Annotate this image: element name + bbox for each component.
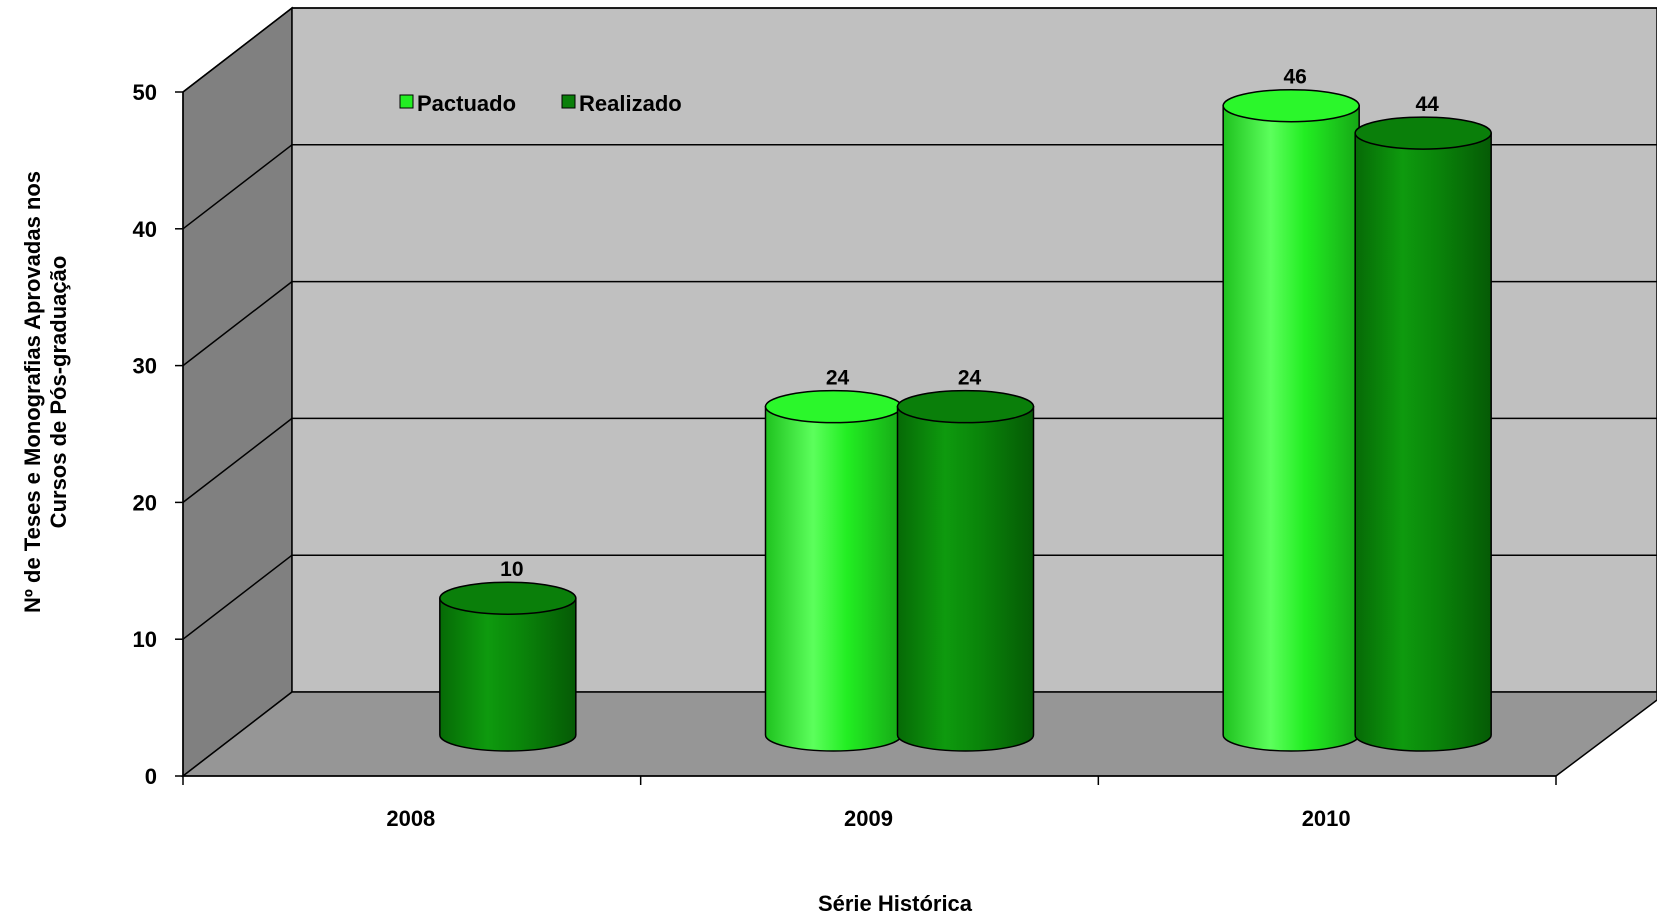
bars [439,88,1492,752]
bar-top-pactuado [764,389,903,424]
data-label-realizado: 10 [500,558,523,581]
y-tick-label: 40 [133,217,157,242]
data-label-realizado: 44 [1415,93,1439,116]
bar-realizado [439,597,577,752]
bar-top-pactuado [1222,88,1360,123]
data-label-pactuado: 24 [826,367,850,390]
legend: Pactuado Realizado [399,91,682,116]
legend-label-realizado: Realizado [579,91,682,116]
gridline-side [182,281,293,367]
bar-top-realizado [439,581,577,615]
gridline-side [182,554,293,640]
legend-swatch-pactuado [399,94,414,109]
bar-pactuado [1222,104,1360,752]
bar-realizado [896,405,1035,752]
gridline-side [182,144,293,230]
side-wall [182,6,293,778]
x-axis-title: Série Histórica [818,891,973,916]
bar-top-realizado [1354,116,1492,150]
data-label-realizado: 24 [958,367,982,390]
y-axis-title-line2: Cursos de Pós-graduação [46,256,71,529]
y-tick-label: 50 [133,80,157,105]
bar-pactuado [764,405,903,752]
x-tick-label: 2009 [844,806,893,831]
gridline-side [182,7,293,93]
y-tick-label: 10 [133,627,157,652]
y-tick-label: 20 [133,490,157,515]
legend-swatch-realizado [561,94,576,109]
legend-label-pactuado: Pactuado [417,91,516,116]
data-label-pactuado: 46 [1283,66,1306,89]
data-labels: 10 24 24 46 44 [500,66,1439,581]
y-axis-ticks: 0 10 20 30 40 50 [133,80,184,789]
bar-top-realizado [896,389,1035,424]
x-tick-label: 2008 [386,806,435,831]
x-axis: 2008 2009 2010 [182,775,1557,831]
x-tick-label: 2010 [1302,806,1351,831]
y-axis-title-line1: Nº de Teses e Monografias Aprovadas nos [20,171,45,613]
bar-realizado [1354,132,1492,752]
y-tick-label: 0 [145,764,157,789]
gridline-side [182,417,293,503]
y-tick-label: 30 [133,354,157,379]
